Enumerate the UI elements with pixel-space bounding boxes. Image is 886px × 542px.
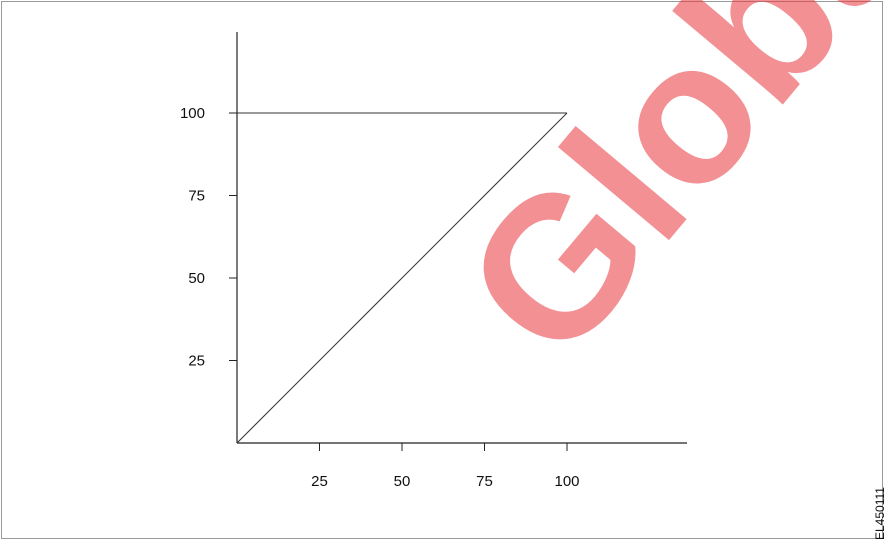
y-tick-label: 100 bbox=[180, 105, 205, 122]
x-tick-label: 25 bbox=[311, 473, 328, 490]
y-tick-label: 75 bbox=[188, 188, 205, 205]
tick-layer: 25 50 75 100 25 50 75 100 bbox=[180, 105, 580, 490]
x-tick-label: 100 bbox=[554, 473, 579, 490]
y-tick-label: 25 bbox=[188, 353, 205, 370]
figure-id: EL450111 bbox=[873, 487, 886, 540]
watermark: Global I bbox=[422, 0, 886, 398]
series-line-1 bbox=[236, 112, 568, 444]
x-tick-label: 50 bbox=[394, 473, 411, 490]
y-tick-label: 50 bbox=[188, 270, 205, 287]
series-layer bbox=[236, 112, 568, 444]
axes bbox=[236, 32, 687, 444]
x-tick-label: 75 bbox=[476, 473, 493, 490]
watermark-text: Global I bbox=[422, 0, 886, 398]
